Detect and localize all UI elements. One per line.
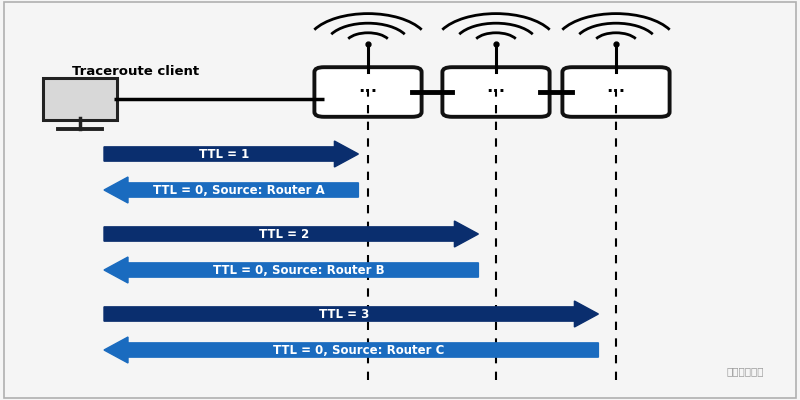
Text: 滑翔的纸飞机: 滑翔的纸飞机 xyxy=(726,366,764,376)
Text: TTL = 1: TTL = 1 xyxy=(199,148,249,160)
Polygon shape xyxy=(104,337,598,363)
Text: TTL = 2: TTL = 2 xyxy=(259,228,309,240)
Polygon shape xyxy=(104,221,478,247)
Text: ···: ··· xyxy=(486,83,506,101)
FancyBboxPatch shape xyxy=(314,67,422,117)
Text: TTL = 0, Source: Router C: TTL = 0, Source: Router C xyxy=(273,344,444,356)
Text: ···: ··· xyxy=(606,83,626,101)
Polygon shape xyxy=(104,177,358,203)
FancyBboxPatch shape xyxy=(442,67,550,117)
FancyBboxPatch shape xyxy=(43,78,118,120)
Text: TTL = 3: TTL = 3 xyxy=(319,308,369,320)
Text: TTL = 0, Source: Router A: TTL = 0, Source: Router A xyxy=(153,184,324,196)
Text: Traceroute client: Traceroute client xyxy=(72,65,199,78)
Polygon shape xyxy=(104,301,598,327)
Text: ···: ··· xyxy=(358,83,378,101)
Polygon shape xyxy=(104,257,478,283)
FancyBboxPatch shape xyxy=(562,67,670,117)
Polygon shape xyxy=(104,141,358,167)
Text: TTL = 0, Source: Router B: TTL = 0, Source: Router B xyxy=(213,264,384,276)
